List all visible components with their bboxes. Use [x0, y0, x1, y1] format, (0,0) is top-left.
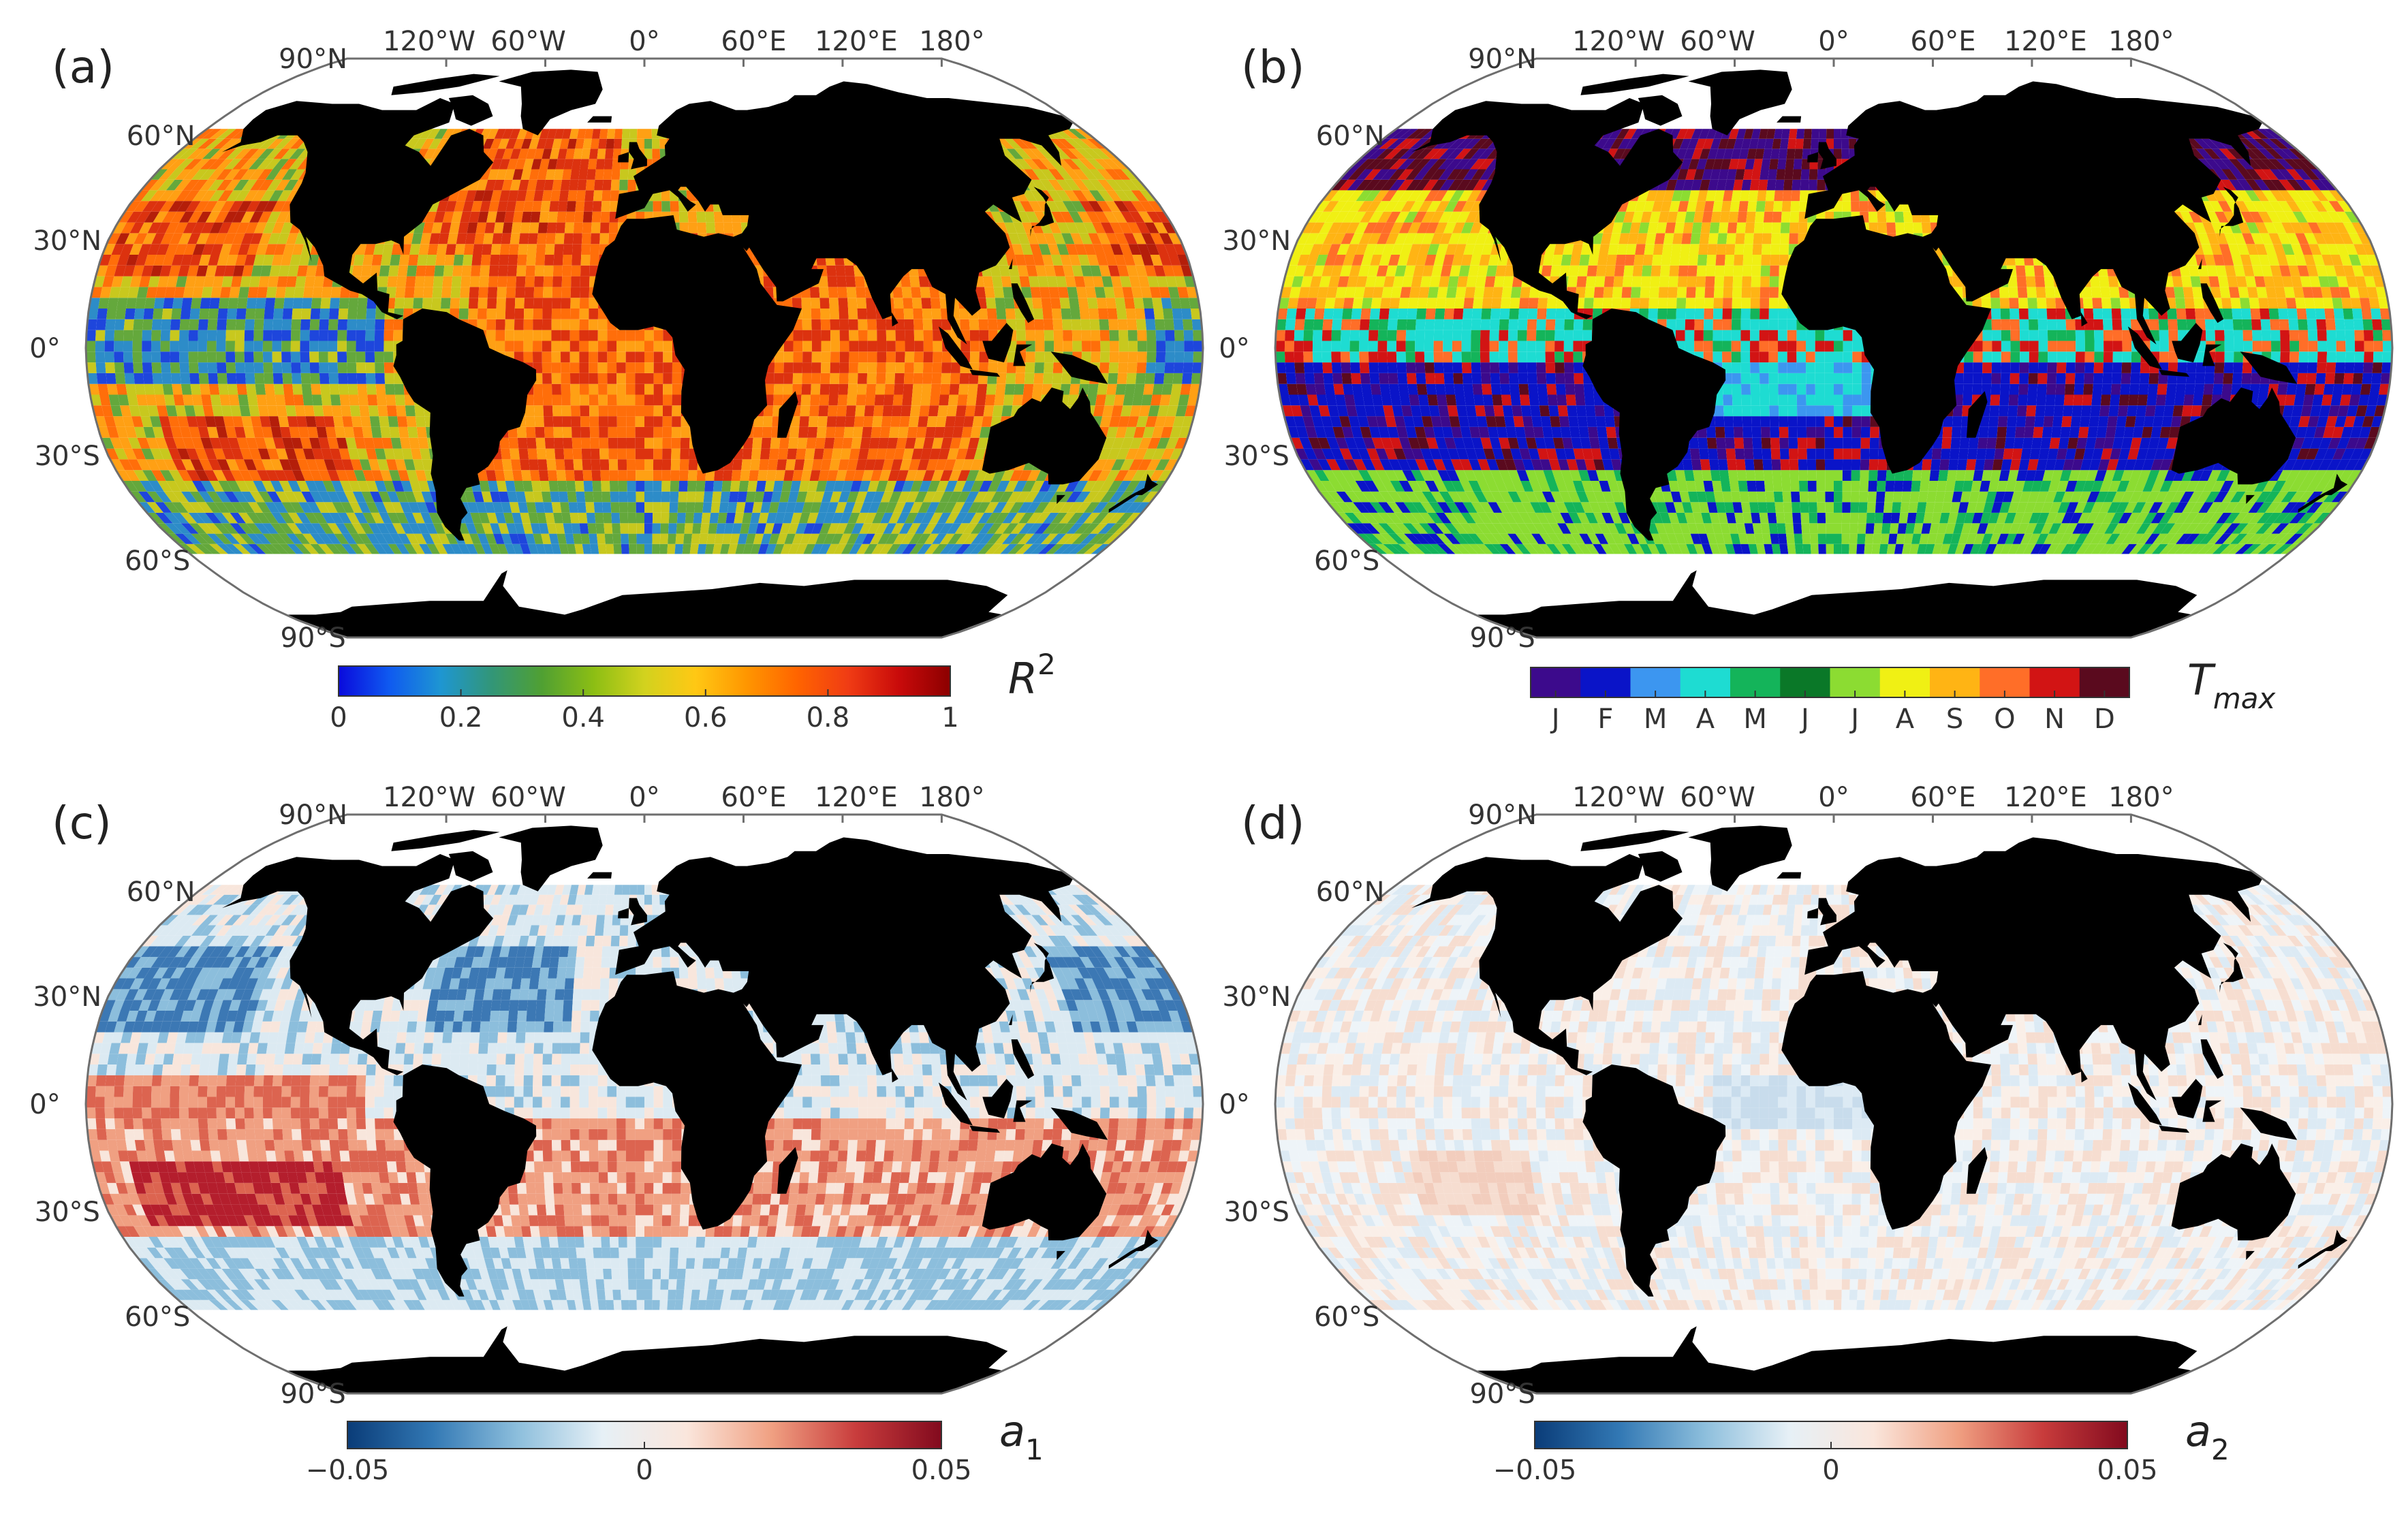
colorbar-tick-label: 0.05	[911, 1455, 971, 1486]
latitude-label: 60°S	[1314, 546, 1379, 577]
colorbar-tick-label: F	[1597, 704, 1613, 735]
longitude-label: 60°E	[721, 26, 786, 57]
colorbar-tick-label: 0	[636, 1455, 653, 1486]
panel-letter: (d)	[1241, 797, 1304, 849]
longitude-label: 60°E	[1910, 782, 1975, 813]
latitude-label: 30°N	[33, 981, 101, 1013]
latitude-label: 0°	[29, 333, 60, 364]
map-panel-d: 120°W 60°W 0° 60°E 120°E 180° 90°N 60°N 30°N 0° 30…	[1219, 782, 2392, 1486]
colorbar-tick-label: −0.05	[1493, 1455, 1577, 1486]
latitude-label: 30°S	[35, 441, 100, 472]
longitude-label: 180°	[919, 782, 984, 813]
colorbar-tick-label: 0.6	[684, 702, 728, 734]
colorbar-tick-label: 0.4	[561, 702, 605, 734]
latitude-label: 90°S	[1469, 622, 1535, 654]
latitude-label: 90°N	[1468, 44, 1537, 75]
longitude-label: 0°	[1818, 26, 1849, 57]
colorbar: 0 0.2 0.4 0.6 0.8 1 R2	[330, 648, 1056, 734]
latitude-label: 60°N	[127, 877, 196, 908]
colorbar-tick-label: O	[1994, 704, 2015, 735]
colorbar-tick-label: J	[1799, 704, 1809, 735]
map-panel-b: 120°W 60°W 0° 60°E 120°E 180° 90°N 60°N 30°N 0° 30…	[1219, 26, 2392, 735]
colorbar-label: a1	[999, 1406, 1044, 1466]
longitude-label: 180°	[919, 26, 984, 57]
longitude-label: 180°	[2108, 782, 2174, 813]
latitude-label: 0°	[1219, 1089, 1249, 1120]
colorbar-tick-label: S	[1946, 704, 1963, 735]
longitude-label: 120°E	[815, 782, 898, 813]
longitude-label: 60°W	[1680, 26, 1755, 57]
latitude-label: 90°S	[280, 1378, 345, 1410]
colorbar-tick-label: 0	[1822, 1455, 1839, 1486]
longitude-label: 120°E	[2004, 26, 2087, 57]
latitude-label: 60°S	[125, 1302, 190, 1333]
colorbar-tick-label: A	[1896, 704, 1915, 735]
latitude-label: 0°	[29, 1089, 60, 1120]
panel-letter: (c)	[52, 797, 112, 849]
colorbar-tick-label: 0.05	[2097, 1455, 2157, 1486]
longitude-label: 60°W	[490, 26, 565, 57]
colorbar-tick-label: 0.8	[807, 702, 850, 734]
latitude-label: 60°N	[1316, 877, 1385, 908]
latitude-label: 90°N	[1468, 800, 1537, 831]
longitude-label: 60°E	[721, 782, 786, 813]
colorbar-label: a2	[2185, 1406, 2230, 1466]
latitude-label: 30°S	[35, 1197, 100, 1228]
latitude-label: 60°N	[1316, 121, 1385, 152]
longitude-label: 0°	[1818, 782, 1849, 813]
colorbar-tick-label: 0	[330, 702, 347, 734]
colorbar-tick-label: 0.2	[439, 702, 483, 734]
longitude-label: 120°W	[383, 782, 475, 813]
colorbar: −0.05 0 0.05 a2	[1493, 1406, 2230, 1486]
colorbar-tick-label: 1	[941, 702, 958, 734]
panel-letter: (a)	[52, 41, 114, 93]
latitude-label: 90°S	[1469, 1378, 1535, 1410]
longitude-label: 0°	[629, 26, 659, 57]
longitude-label: 180°	[2108, 26, 2174, 57]
latitude-label: 60°S	[125, 546, 190, 577]
latitude-label: 60°S	[1314, 1302, 1379, 1333]
colorbar-tick-label: J	[1849, 704, 1859, 735]
latitude-label: 30°S	[1224, 1197, 1289, 1228]
colorbar-label: Tmax	[2187, 655, 2277, 715]
colorbar-tick-label: A	[1696, 704, 1715, 735]
colorbar-label: R2	[1008, 648, 1056, 704]
latitude-label: 30°N	[1222, 981, 1291, 1013]
latitude-label: 90°S	[280, 622, 345, 654]
colorbar-gradient	[339, 666, 950, 696]
colorbar: −0.05 0 0.05 a1	[306, 1406, 1044, 1486]
longitude-label: 120°W	[1572, 26, 1665, 57]
panel-letter: (b)	[1241, 41, 1304, 93]
colorbar-tick-label: M	[1743, 704, 1767, 735]
latitude-label: 60°N	[127, 121, 196, 152]
colorbar-tick-label: D	[2094, 704, 2115, 735]
longitude-label: 60°E	[1910, 26, 1975, 57]
map-panel-a: 120°W 60°W 0° 60°E 120°E 180° 90°N 60°N 30°N 0° 30…	[29, 26, 1203, 734]
longitude-label: 60°W	[490, 782, 565, 813]
latitude-label: 30°N	[33, 225, 101, 257]
colorbar-tick-label: M	[1644, 704, 1668, 735]
longitude-label: 60°W	[1680, 782, 1755, 813]
longitude-label: 120°E	[815, 26, 898, 57]
latitude-label: 0°	[1219, 333, 1249, 364]
colorbar-tick-label: −0.05	[306, 1455, 390, 1486]
colorbar-tick-label: J	[1550, 704, 1560, 735]
longitude-label: 120°W	[1572, 782, 1665, 813]
longitude-label: 120°E	[2004, 782, 2087, 813]
latitude-label: 90°N	[279, 44, 347, 75]
longitude-label: 120°W	[383, 26, 475, 57]
latitude-label: 90°N	[279, 800, 347, 831]
latitude-label: 30°N	[1222, 225, 1291, 257]
longitude-label: 0°	[629, 782, 659, 813]
map-panel-c: 120°W 60°W 0° 60°E 120°E 180° 90°N 60°N 30°N 0° 30…	[29, 782, 1203, 1486]
colorbar-tick-label: N	[2044, 704, 2065, 735]
latitude-label: 30°S	[1224, 441, 1289, 472]
